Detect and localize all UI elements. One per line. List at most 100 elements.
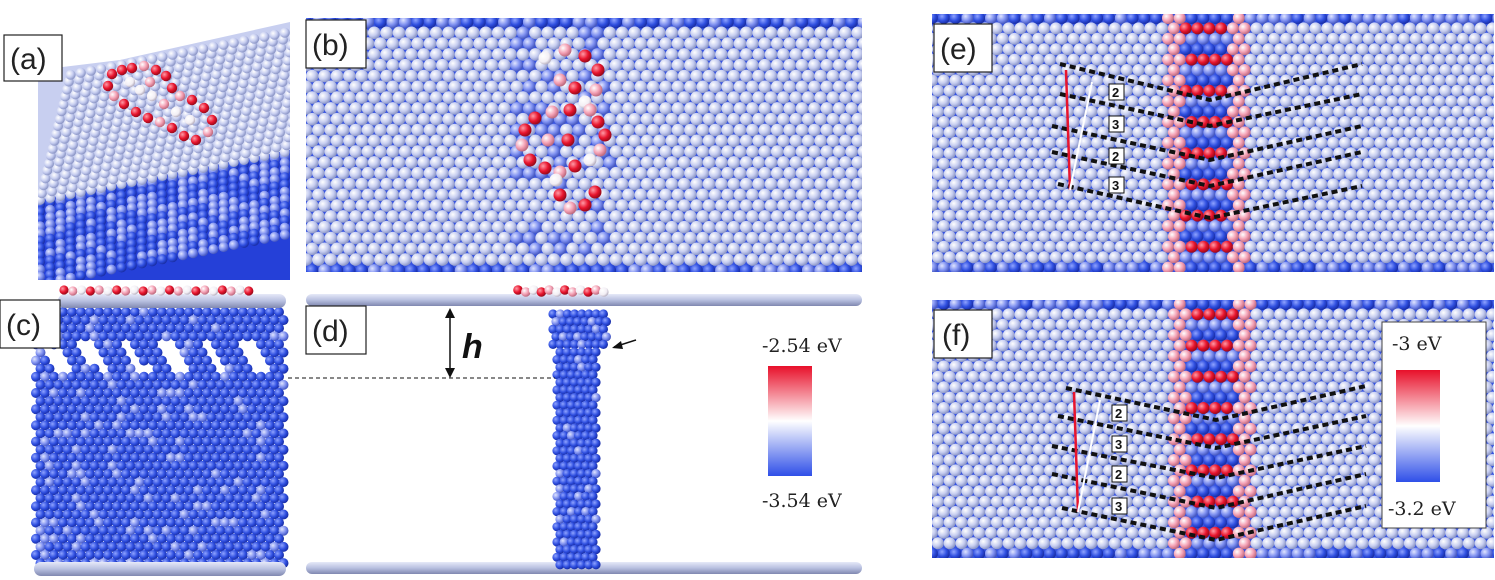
atom bbox=[1386, 95, 1399, 108]
atom bbox=[85, 323, 95, 334]
atom bbox=[697, 275, 710, 288]
atom bbox=[55, 224, 66, 235]
atom bbox=[1285, 147, 1298, 160]
atom bbox=[148, 371, 158, 382]
atom bbox=[1038, 391, 1051, 404]
atom bbox=[281, 140, 290, 151]
atom bbox=[1409, 53, 1422, 66]
atom bbox=[1256, 240, 1269, 253]
atom bbox=[1097, 308, 1110, 321]
atom bbox=[294, 88, 304, 98]
atom bbox=[1327, 53, 1340, 66]
atom bbox=[562, 393, 572, 403]
atom bbox=[1274, 126, 1287, 139]
atom bbox=[522, 231, 536, 245]
atom bbox=[398, 37, 412, 50]
atom bbox=[274, 533, 284, 544]
atom bbox=[1185, 74, 1198, 87]
atom bbox=[454, 199, 468, 212]
atom bbox=[134, 396, 145, 407]
atom bbox=[1085, 230, 1098, 243]
atom bbox=[1132, 329, 1145, 342]
atom bbox=[165, 285, 175, 295]
atom bbox=[1049, 308, 1062, 321]
atom bbox=[985, 199, 997, 212]
panel-e-red-burgers-line bbox=[1064, 69, 1072, 191]
atom bbox=[198, 203, 209, 213]
atom bbox=[1339, 339, 1351, 352]
atom bbox=[242, 444, 253, 455]
atom bbox=[498, 80, 511, 94]
atom bbox=[1356, 308, 1369, 321]
atom bbox=[103, 404, 113, 415]
atom bbox=[1191, 168, 1204, 180]
atom bbox=[386, 102, 400, 115]
atom bbox=[1014, 84, 1027, 97]
atom bbox=[417, 91, 431, 104]
atom bbox=[702, 134, 716, 148]
atom bbox=[121, 452, 131, 463]
atom bbox=[139, 388, 149, 398]
atom bbox=[1126, 339, 1139, 352]
atom bbox=[188, 379, 199, 390]
atom bbox=[392, 199, 406, 212]
atom bbox=[45, 212, 56, 222]
atom bbox=[584, 324, 594, 334]
atom bbox=[234, 93, 245, 103]
atom bbox=[211, 339, 221, 350]
atom bbox=[197, 493, 208, 504]
atom bbox=[1462, 188, 1475, 201]
atom bbox=[306, 242, 319, 256]
atom bbox=[251, 509, 262, 520]
atom bbox=[558, 43, 572, 57]
atom bbox=[98, 444, 109, 455]
atom bbox=[139, 436, 149, 447]
atom bbox=[392, 242, 406, 256]
atom bbox=[291, 60, 301, 70]
atom bbox=[198, 231, 209, 242]
atom bbox=[179, 379, 190, 390]
atom bbox=[94, 469, 104, 479]
atom bbox=[1427, 308, 1440, 321]
atom bbox=[86, 225, 96, 236]
atom bbox=[876, 178, 889, 191]
atom bbox=[278, 525, 289, 536]
atom bbox=[1026, 272, 1038, 284]
atom bbox=[125, 331, 136, 342]
atom bbox=[161, 477, 172, 488]
atom bbox=[569, 499, 580, 509]
atom bbox=[85, 550, 95, 560]
step-label: 3 bbox=[1112, 178, 1119, 193]
atom bbox=[1150, 14, 1163, 24]
atom bbox=[979, 168, 992, 180]
atom bbox=[206, 331, 217, 342]
atom bbox=[1055, 157, 1068, 170]
atom bbox=[126, 217, 137, 228]
atom bbox=[177, 250, 188, 261]
atom bbox=[224, 396, 235, 407]
atom bbox=[1475, 272, 1487, 284]
step-label: 3 bbox=[1112, 117, 1119, 132]
atom bbox=[796, 275, 809, 288]
atom bbox=[130, 501, 140, 512]
atom bbox=[597, 275, 610, 288]
atom bbox=[147, 285, 157, 295]
atom bbox=[152, 151, 163, 162]
atom bbox=[312, 123, 325, 137]
atom bbox=[961, 261, 974, 272]
atom bbox=[1055, 53, 1068, 66]
atom bbox=[35, 412, 46, 423]
atom bbox=[175, 469, 185, 479]
atom bbox=[238, 469, 248, 479]
atom bbox=[448, 231, 462, 245]
atom bbox=[1362, 240, 1375, 253]
atom bbox=[1250, 64, 1263, 76]
atom bbox=[615, 177, 629, 191]
atom bbox=[259, 161, 270, 172]
atom bbox=[598, 324, 609, 334]
atom bbox=[188, 541, 199, 552]
atom bbox=[1120, 350, 1133, 362]
atom bbox=[1232, 178, 1245, 191]
atom bbox=[55, 202, 66, 213]
atom bbox=[1415, 126, 1428, 139]
